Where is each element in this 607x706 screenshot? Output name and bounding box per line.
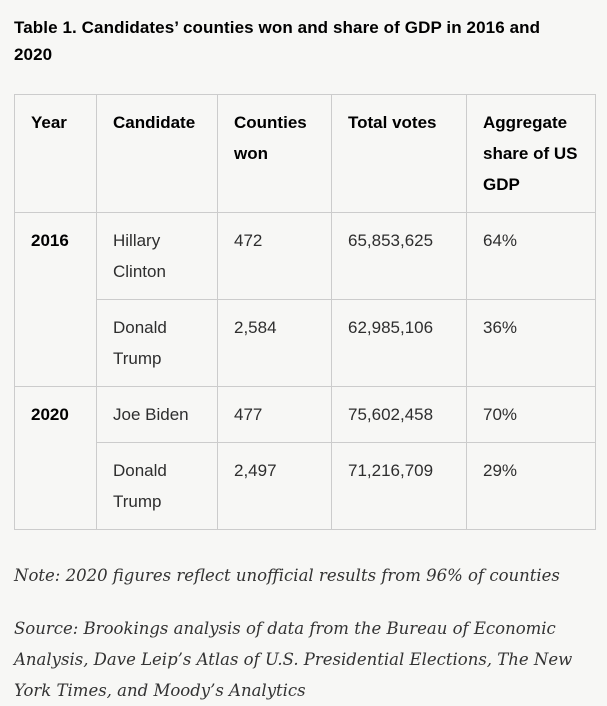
data-table: Year Candidate Counties won Total votes … <box>14 94 596 530</box>
cell-counties-won: 477 <box>217 386 332 443</box>
col-header-year: Year <box>14 94 97 213</box>
cell-total-votes: 62,985,106 <box>331 299 467 387</box>
cell-year-2016: 2016 <box>14 212 97 387</box>
cell-counties-won: 472 <box>217 212 332 300</box>
col-header-gdp-share: Aggregate share of US GDP <box>466 94 596 213</box>
table-row: Donald Trump 2,584 62,985,106 36% <box>15 299 596 387</box>
table-row: 2020 Joe Biden 477 75,602,458 70% <box>14 386 596 530</box>
cell-total-votes: 75,602,458 <box>331 386 467 443</box>
cell-total-votes: 71,216,709 <box>331 442 467 530</box>
col-header-candidate: Candidate <box>96 94 218 213</box>
cell-candidate: Hillary Clinton <box>96 212 218 300</box>
table-header: Year Candidate Counties won Total votes … <box>14 94 596 213</box>
cell-gdp-share: 64% <box>466 212 596 300</box>
cell-candidate: Donald Trump <box>96 442 218 530</box>
cell-candidate: Donald Trump <box>96 299 218 387</box>
cell-candidate: Joe Biden <box>96 386 218 443</box>
cell-gdp-share: 70% <box>466 386 596 443</box>
cell-total-votes: 65,853,625 <box>331 212 467 300</box>
col-header-total-votes: Total votes <box>331 94 467 213</box>
cell-year-2020: 2020 <box>14 386 97 530</box>
table-row: Donald Trump 2,497 71,216,709 29% <box>15 442 596 530</box>
cell-counties-won: 2,497 <box>217 442 332 530</box>
table-title: Table 1. Candidates’ counties won and sh… <box>14 18 541 64</box>
source-text: Source: Brookings analysis of data from … <box>14 619 573 700</box>
header-row: Year Candidate Counties won Total votes … <box>14 94 596 213</box>
note-text: Note: 2020 figures reflect unofficial re… <box>14 566 560 585</box>
cell-gdp-share: 29% <box>466 442 596 530</box>
cell-gdp-share: 36% <box>466 299 596 387</box>
table-row: 2016 Hillary Clinton 472 65,853,625 64% <box>14 212 596 387</box>
table-body: 2016 Hillary Clinton 472 65,853,625 64% … <box>14 212 596 530</box>
cell-counties-won: 2,584 <box>217 299 332 387</box>
col-header-counties-won: Counties won <box>217 94 332 213</box>
